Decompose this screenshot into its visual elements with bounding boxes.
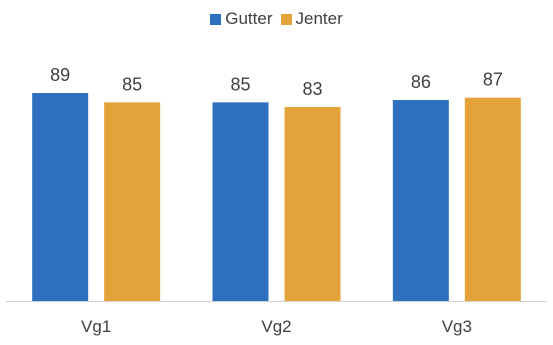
x-tick-label-vg1: Vg1 <box>81 317 111 336</box>
bar-gutter-vg2 <box>212 102 269 301</box>
legend-swatch-gutter <box>210 13 222 25</box>
legend-item-jenter: Jenter <box>280 9 343 29</box>
x-tick-label-vg2: Vg2 <box>261 317 291 336</box>
legend-label-gutter: Gutter <box>225 9 273 28</box>
data-label-jenter-vg2: 83 <box>302 79 322 99</box>
data-label-jenter-vg3: 87 <box>483 70 503 90</box>
legend-swatch-jenter <box>280 13 292 25</box>
data-label-gutter-vg1: 89 <box>50 65 70 85</box>
legend-label-jenter: Jenter <box>295 9 343 28</box>
bar-jenter-vg1 <box>104 102 161 301</box>
bar-gutter-vg3 <box>392 100 449 301</box>
data-label-gutter-vg3: 86 <box>411 72 431 92</box>
bar-gutter-vg1 <box>32 93 89 302</box>
legend-item-gutter: Gutter <box>210 9 273 29</box>
data-label-gutter-vg2: 85 <box>230 74 250 94</box>
bar-jenter-vg3 <box>464 97 521 301</box>
bar-jenter-vg2 <box>284 107 341 302</box>
data-label-jenter-vg1: 85 <box>122 74 142 94</box>
x-tick-label-vg3: Vg3 <box>442 317 472 336</box>
legend: Gutter Jenter <box>0 9 553 29</box>
